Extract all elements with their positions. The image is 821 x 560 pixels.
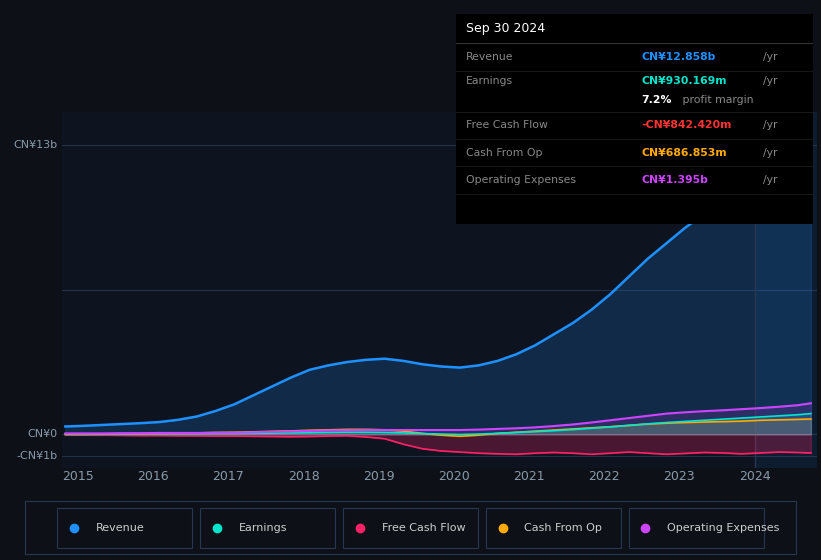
Text: -CN¥842.420m: -CN¥842.420m xyxy=(641,120,732,130)
FancyBboxPatch shape xyxy=(57,507,192,548)
Text: CN¥12.858b: CN¥12.858b xyxy=(641,52,716,62)
Text: 2023: 2023 xyxy=(663,469,695,483)
Text: Earnings: Earnings xyxy=(239,523,287,533)
Text: 2020: 2020 xyxy=(438,469,470,483)
Text: /yr: /yr xyxy=(763,76,777,86)
Text: CN¥930.169m: CN¥930.169m xyxy=(641,76,727,86)
Text: Operating Expenses: Operating Expenses xyxy=(466,175,576,185)
Text: CN¥0: CN¥0 xyxy=(28,430,57,439)
FancyBboxPatch shape xyxy=(200,507,335,548)
Text: 2021: 2021 xyxy=(513,469,545,483)
FancyBboxPatch shape xyxy=(629,507,764,548)
Text: Sep 30 2024: Sep 30 2024 xyxy=(466,22,545,35)
Text: Free Cash Flow: Free Cash Flow xyxy=(382,523,466,533)
Text: Free Cash Flow: Free Cash Flow xyxy=(466,120,548,130)
Text: CN¥686.853m: CN¥686.853m xyxy=(641,148,727,157)
Text: -CN¥1b: -CN¥1b xyxy=(16,451,57,461)
Text: 2019: 2019 xyxy=(363,469,395,483)
Text: Earnings: Earnings xyxy=(466,76,513,86)
Text: Cash From Op: Cash From Op xyxy=(525,523,603,533)
Text: 2024: 2024 xyxy=(739,469,770,483)
Text: Revenue: Revenue xyxy=(466,52,514,62)
FancyBboxPatch shape xyxy=(486,507,621,548)
Text: /yr: /yr xyxy=(763,120,777,130)
Text: CN¥1.395b: CN¥1.395b xyxy=(641,175,709,185)
Text: /yr: /yr xyxy=(763,175,777,185)
Text: Operating Expenses: Operating Expenses xyxy=(667,523,779,533)
Text: Cash From Op: Cash From Op xyxy=(466,148,543,157)
Text: /yr: /yr xyxy=(763,148,777,157)
Text: 2018: 2018 xyxy=(287,469,319,483)
Text: CN¥13b: CN¥13b xyxy=(14,141,57,150)
Text: 2017: 2017 xyxy=(213,469,245,483)
Text: profit margin: profit margin xyxy=(679,95,754,105)
Text: Revenue: Revenue xyxy=(96,523,144,533)
FancyBboxPatch shape xyxy=(343,507,478,548)
Text: 7.2%: 7.2% xyxy=(641,95,672,105)
Text: /yr: /yr xyxy=(763,52,777,62)
Text: 2022: 2022 xyxy=(589,469,620,483)
Text: 2015: 2015 xyxy=(62,469,94,483)
Text: 2016: 2016 xyxy=(137,469,169,483)
Bar xyxy=(754,112,819,468)
